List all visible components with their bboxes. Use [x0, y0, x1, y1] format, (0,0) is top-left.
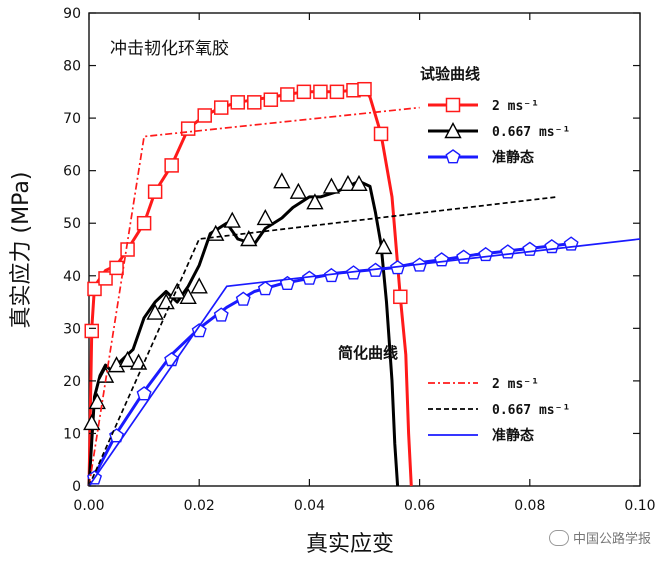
- series-line: [88, 196, 558, 487]
- data-point: [230, 95, 246, 110]
- series-4: [88, 196, 558, 487]
- data-point: [136, 215, 152, 231]
- wechat-icon: [548, 529, 569, 546]
- data-point: [375, 237, 393, 255]
- data-point: [322, 177, 341, 194]
- y-tick-label: 30: [63, 321, 81, 337]
- chart-title: 冲击韧化环氧胶: [110, 39, 229, 59]
- data-point: [146, 303, 164, 320]
- data-point: [190, 277, 208, 294]
- data-point: [256, 208, 274, 226]
- data-point: [350, 174, 368, 192]
- series-3: [88, 106, 420, 487]
- legend-label: 0.667 ms⁻¹: [492, 125, 570, 140]
- x-tick-label: 0.02: [184, 498, 215, 514]
- data-point: [289, 182, 308, 199]
- legend-label: 2 ms⁻¹: [492, 99, 539, 114]
- plot-area-frame: [88, 12, 641, 487]
- y-tick-label: 80: [63, 59, 81, 75]
- x-tick-label: 0.06: [404, 498, 435, 514]
- series-1: [83, 172, 400, 487]
- data-point: [500, 244, 516, 259]
- y-tick-label: 40: [63, 269, 81, 285]
- data-point: [98, 271, 113, 286]
- data-point: [223, 211, 241, 228]
- data-point: [240, 230, 258, 247]
- legend-marker: [445, 149, 461, 164]
- data-point: [235, 291, 251, 306]
- legend-label: 2 ms⁻¹: [492, 377, 539, 392]
- y-tick-label: 20: [63, 374, 81, 390]
- data-point: [296, 84, 312, 100]
- data-point: [213, 307, 229, 322]
- legend-label: 0.667 ms⁻¹: [492, 403, 570, 418]
- legend-title: 试验曲线: [420, 65, 480, 83]
- y-axis-title: 真实应力 (MPa): [9, 172, 34, 329]
- legend-label: 准静态: [492, 149, 534, 166]
- data-point: [522, 241, 538, 256]
- data-point: [306, 193, 324, 210]
- series-0: [84, 81, 413, 487]
- data-point: [213, 100, 229, 115]
- series-line: [88, 238, 641, 487]
- data-point: [168, 282, 186, 299]
- data-point: [373, 126, 389, 142]
- data-point: [118, 350, 137, 368]
- x-tick-label: 0.04: [294, 498, 325, 514]
- data-point: [197, 108, 212, 123]
- data-point: [84, 323, 100, 339]
- data-point: [339, 174, 357, 192]
- data-point: [179, 287, 197, 304]
- x-tick-label: 0.08: [514, 498, 545, 514]
- data-point: [247, 95, 262, 110]
- data-point: [280, 87, 295, 102]
- data-point: [164, 158, 179, 173]
- data-point: [456, 249, 472, 264]
- series-line: [87, 87, 413, 487]
- series-layer: [83, 81, 641, 487]
- y-tick-label: 50: [63, 216, 81, 232]
- data-point: [357, 81, 372, 97]
- legend-label: 准静态: [492, 427, 534, 444]
- legend-marker: [444, 122, 462, 139]
- data-point: [273, 172, 291, 189]
- ticks-layer: 0.00 0.02 0.04 0.06 0.08 0.10 0 10 20 30 40 50 60 70 8…: [63, 6, 655, 514]
- data-point: [544, 239, 560, 254]
- x-tick-label: 0.10: [624, 498, 655, 514]
- data-point: [393, 289, 408, 305]
- y-tick-label: 10: [63, 426, 81, 442]
- data-point: [87, 281, 102, 297]
- data-point: [147, 184, 163, 199]
- data-point: [136, 386, 152, 401]
- series-line: [88, 106, 420, 487]
- data-point: [478, 246, 494, 262]
- legend-title: 简化曲线: [338, 344, 398, 362]
- x-axis-title: 真实应变: [306, 532, 394, 557]
- x-tick-label: 0.00: [73, 498, 104, 514]
- data-point: [329, 84, 345, 100]
- y-tick-label: 60: [63, 164, 81, 180]
- series-5: [88, 238, 641, 487]
- data-point: [157, 293, 175, 310]
- data-point: [313, 84, 328, 100]
- y-tick-label: 70: [63, 111, 81, 127]
- data-point: [263, 92, 279, 107]
- data-point: [257, 281, 273, 296]
- legend-marker: [445, 97, 461, 113]
- data-point: [109, 260, 124, 276]
- y-tick-label: 90: [63, 6, 81, 22]
- watermark: 中国公路学报: [548, 528, 651, 547]
- data-point: [191, 323, 207, 338]
- watermark-text: 中国公路学报: [572, 532, 651, 547]
- y-tick-label: 0: [72, 479, 81, 495]
- data-point: [434, 252, 450, 267]
- series-line: [87, 179, 400, 487]
- data-point: [83, 413, 101, 431]
